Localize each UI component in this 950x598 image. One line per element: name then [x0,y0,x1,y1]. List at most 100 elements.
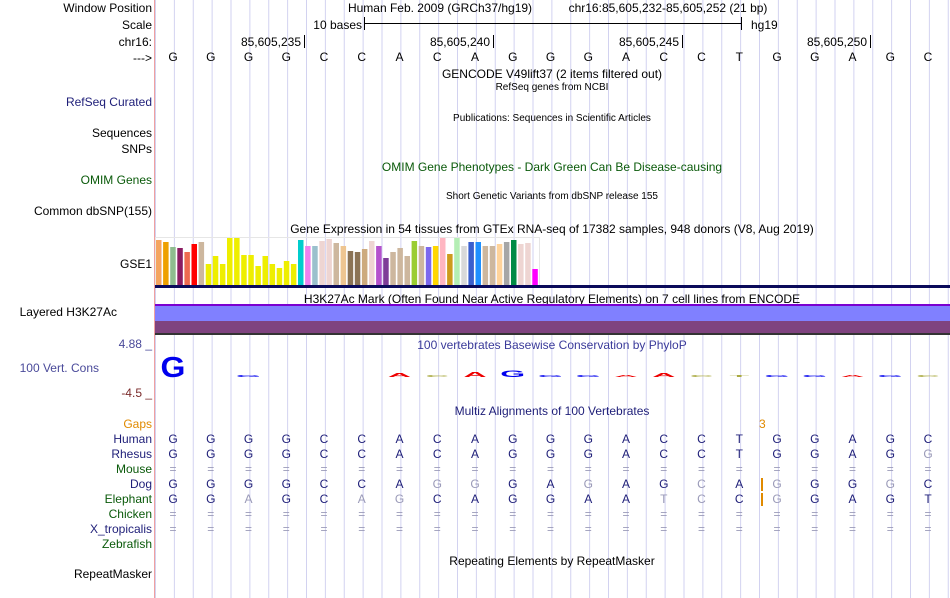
alignment-base: G [281,477,291,491]
alignment-base: G [281,432,291,446]
alignment-base: A [621,477,631,491]
alignment-base: G [923,447,933,461]
alignment-base: = [169,522,177,536]
alignment-base: C [659,447,669,461]
alignment-base: G [810,492,820,506]
refseq-track-title: RefSeq genes from NCBI [495,82,609,93]
gtex-tissue-bar [475,242,481,285]
refseq-track-label[interactable]: RefSeq Curated [65,95,152,109]
phylop-base-glyph: A [388,372,411,378]
species-label-dog[interactable]: Dog [129,477,152,491]
alignment-base: G [772,492,782,506]
alignment-base: G [885,432,895,446]
position-label: 85,605,240 [429,35,490,49]
alignment-base: = [546,522,555,536]
alignment-base: = [584,507,592,521]
alignment-base: = [924,522,932,536]
phylop-base-glyph: G [500,369,525,379]
alignment-base: = [886,522,894,536]
alignment-base: = [358,507,366,521]
position-label: 85,605,245 [618,35,679,49]
alignment-base: = [471,522,479,536]
species-label-human[interactable]: Human [113,432,152,446]
alignment-base: G [243,447,254,461]
alignment-base: = [660,507,668,521]
alignment-base: G [810,477,820,491]
species-label-rhesus[interactable]: Rhesus [111,447,152,461]
alignment-base: C [319,432,329,446]
phylop-base-glyph: C [426,374,449,377]
species-label-mouse[interactable]: Mouse [115,462,152,476]
alignment-base: = [395,522,404,536]
alignment-base: G [583,477,593,491]
gtex-tissue-bar [376,246,382,285]
species-label-elephant[interactable]: Elephant [104,492,152,506]
alignment-base: A [470,432,480,446]
alignment-base: A [244,492,253,506]
alignment-base: G [772,447,782,461]
gtex-tissue-bar [191,244,197,285]
species-label-x_tropicalis[interactable]: X_tropicalis [89,522,152,536]
phylop-base-glyph: G [765,374,790,377]
alignment-base: = [282,462,290,476]
alignment-base: G [168,432,178,446]
omim-track-label[interactable]: OMIM Genes [80,173,152,187]
alignment-base: C [432,492,442,506]
phylop-base-glyph: A [652,372,675,378]
gtex-track-label[interactable]: GSE1 [119,257,152,271]
species-label-zebrafish[interactable]: Zebrafish [101,537,152,551]
gtex-tissue-bar [440,238,446,285]
dbsnp-track-label[interactable]: Common dbSNP(155) [33,204,152,218]
alignment-base: A [470,492,480,506]
gtex-tissue-bar [404,256,410,285]
gencode-track-title[interactable]: GENCODE V49lift37 (2 items filtered out) [441,67,663,81]
gtex-tissue-bar [283,261,290,285]
gtex-tissue-bar [361,249,368,285]
alignment-base: C [432,447,442,461]
rmsk-track-label[interactable]: RepeatMasker [73,567,152,581]
alignment-base: A [546,477,555,491]
gtex-tissue-bar [503,242,510,285]
strand-toggle[interactable]: ---> [133,51,152,65]
h3k27ac-signal-band[interactable] [155,306,950,321]
sequence-base: A [470,50,480,64]
alignment-base: G [885,477,895,491]
omim-track-title: OMIM Gene Phenotypes - Dark Green Can Be… [381,160,723,174]
species-label-chicken[interactable]: Chicken [108,507,152,521]
phylop-base-glyph: C [690,374,713,377]
h3k27ac-track-label[interactable]: Layered H3K27Ac [19,305,117,319]
h3k27ac-baseline [155,333,950,335]
alignment-base: = [886,507,894,521]
sequence-base: A [621,50,631,64]
alignment-base: = [924,462,932,476]
cons-track-label[interactable]: 100 Vert. Cons [19,361,99,375]
sequence-base: C [357,50,367,64]
alignment-base: G [810,447,820,461]
alignment-base: C [697,492,706,506]
gtex-tissue-bar [369,241,375,285]
position-label: 85,605,250 [806,35,867,49]
sequences-track-label[interactable]: Sequences [91,126,152,140]
alignment-base: = [660,522,668,536]
alignment-base: = [697,507,706,521]
alignment-base: C [923,432,933,446]
gtex-tissue-bar [340,246,347,285]
alignment-base: A [395,432,404,446]
alignment-base: = [471,462,479,476]
alignment-base: A [584,492,593,506]
gtex-bar-chart[interactable] [155,237,950,287]
position-tick [493,35,494,48]
gtex-tissue-bar [333,243,339,285]
sequence-base: C [923,50,933,64]
h3k27ac-signal-band-lower[interactable] [155,321,950,333]
alignment-base: = [622,462,630,476]
alignment-base: A [621,492,631,506]
phylop-base-glyph: G [236,374,261,377]
alignment-base: = [584,522,592,536]
alignment-base: C [319,447,329,461]
alignment-base: T [924,492,932,506]
alignment-base: = [433,522,441,536]
gtex-tissue-bar [269,264,276,285]
snps-track-label[interactable]: SNPs [121,142,152,156]
